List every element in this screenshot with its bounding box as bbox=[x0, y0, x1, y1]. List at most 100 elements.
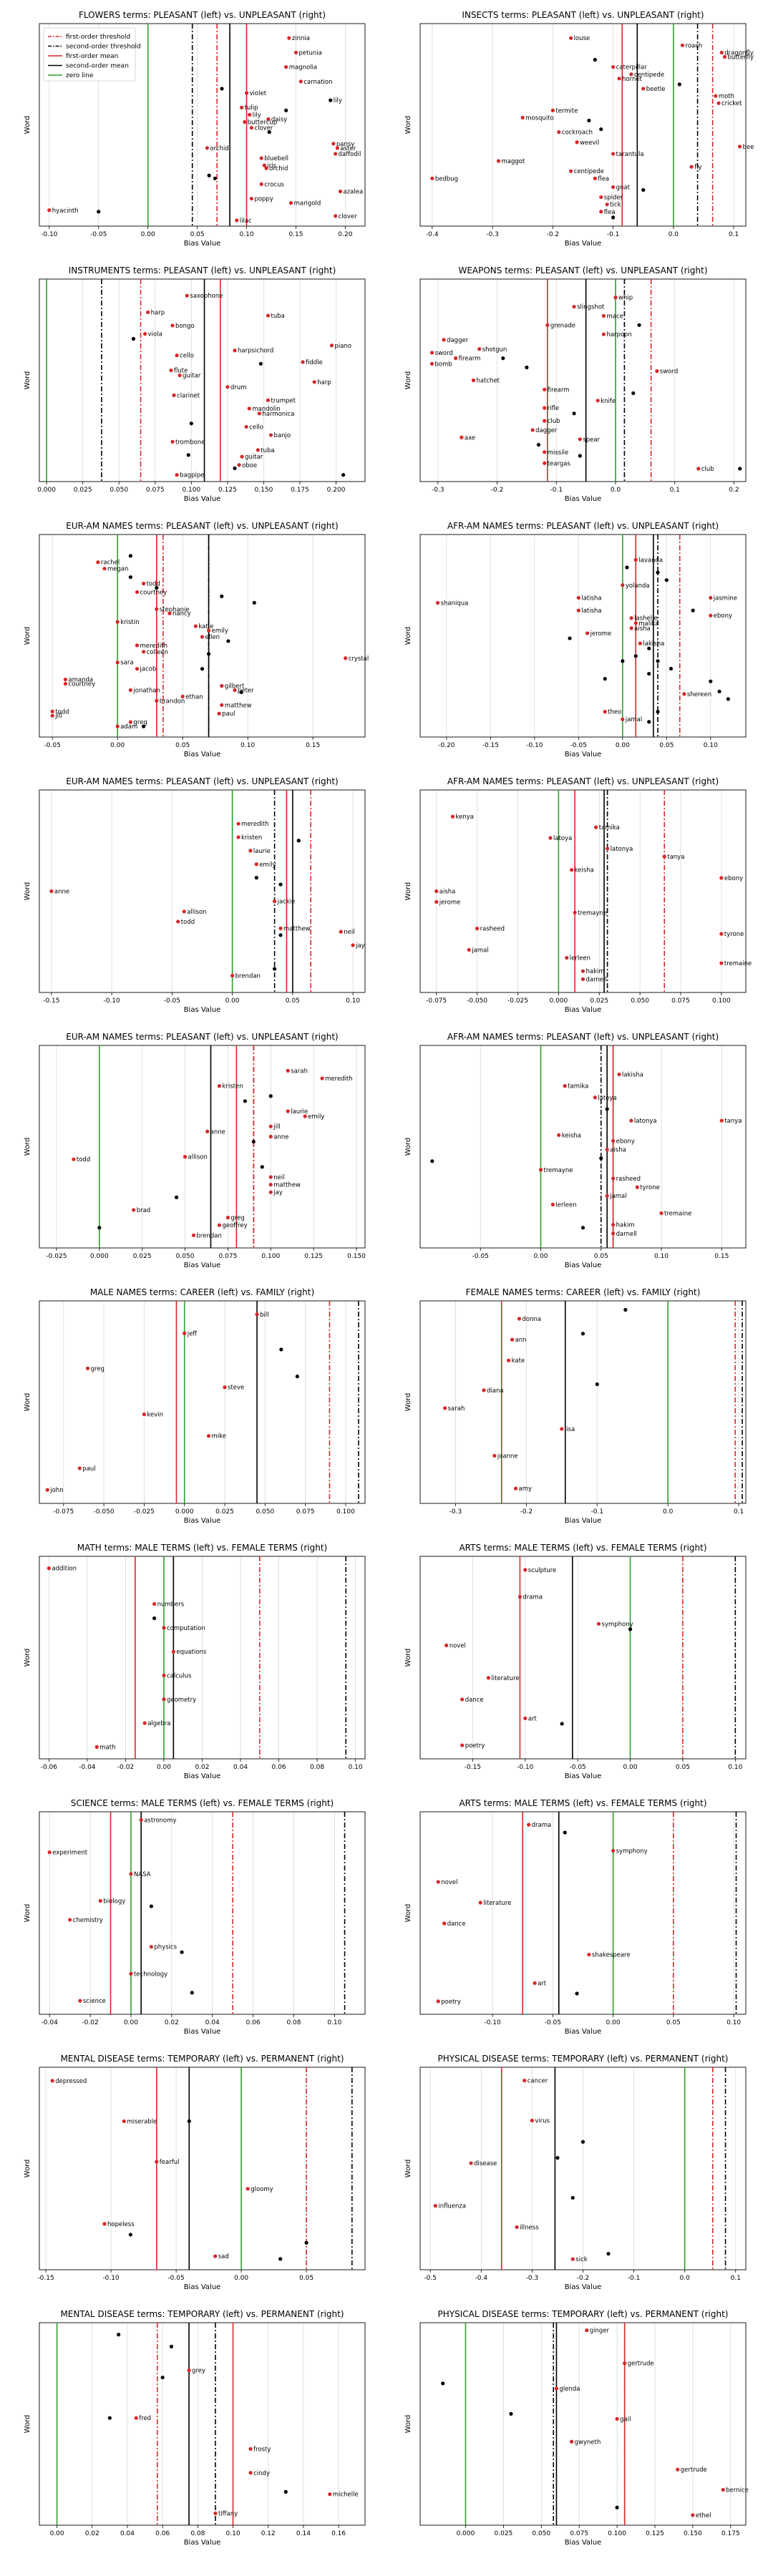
data-point bbox=[647, 671, 651, 676]
data-point bbox=[563, 1084, 567, 1088]
data-point bbox=[244, 91, 249, 95]
data-point bbox=[94, 1745, 99, 1749]
data-point bbox=[615, 2416, 619, 2421]
data-point bbox=[617, 1072, 621, 1077]
plot-frame bbox=[419, 2322, 747, 2526]
data-point bbox=[460, 435, 464, 439]
data-point-label: laurie bbox=[291, 1108, 308, 1116]
data-point bbox=[200, 635, 205, 639]
data-point bbox=[530, 428, 535, 432]
data-point bbox=[257, 411, 261, 416]
x-tick-label: 0.10 bbox=[654, 1253, 669, 1260]
data-point-label: gertrude bbox=[628, 2361, 654, 2368]
data-point bbox=[268, 1134, 273, 1138]
data-point-label: dance bbox=[465, 1697, 484, 1704]
data-point-label: beetle bbox=[646, 86, 666, 93]
data-point-label: clover bbox=[254, 125, 273, 132]
x-tick-label: 0.100 bbox=[712, 997, 731, 1005]
data-point-label: jacob bbox=[140, 666, 157, 673]
data-point bbox=[142, 724, 146, 728]
data-point bbox=[611, 152, 616, 156]
data-point-label: tremaine bbox=[724, 960, 752, 967]
data-point-label: lavanda bbox=[638, 557, 663, 564]
data-point bbox=[611, 185, 616, 190]
data-point bbox=[175, 353, 179, 358]
data-point bbox=[155, 607, 159, 611]
data-point-label: ebony bbox=[724, 875, 743, 882]
x-tick-label: -0.5 bbox=[424, 2275, 437, 2282]
data-point bbox=[641, 87, 646, 91]
data-point bbox=[629, 1118, 633, 1123]
data-point bbox=[578, 437, 582, 441]
x-tick-label: 0.00 bbox=[50, 2530, 64, 2537]
x-tick-label: 0.10 bbox=[327, 2019, 341, 2026]
data-point bbox=[709, 613, 713, 618]
data-point bbox=[605, 203, 609, 207]
data-point bbox=[220, 683, 224, 688]
x-tick-label: 0.04 bbox=[120, 2530, 135, 2537]
data-point bbox=[298, 79, 303, 84]
plot-frame bbox=[39, 278, 366, 482]
x-tick-label: 0.08 bbox=[190, 2530, 205, 2537]
data-point bbox=[517, 1317, 522, 1321]
data-point-label: novel bbox=[441, 1879, 457, 1886]
data-point bbox=[611, 1848, 616, 1853]
legend-entry-label: second-order threshold bbox=[66, 44, 141, 51]
data-point-label: whip bbox=[618, 295, 633, 302]
data-point bbox=[587, 1952, 591, 1957]
data-point-label: teargas bbox=[548, 460, 571, 467]
data-point-label: latisha bbox=[581, 608, 601, 615]
x-tick-label: 0.00 bbox=[141, 231, 155, 238]
data-point bbox=[186, 453, 190, 457]
x-tick-label: 0.150 bbox=[347, 1253, 366, 1260]
data-point-label: ellen bbox=[205, 634, 220, 641]
data-point-label: jasmine bbox=[713, 595, 737, 602]
data-point bbox=[621, 717, 625, 721]
data-point-label: brandon bbox=[160, 698, 185, 705]
data-point-label: greg bbox=[230, 1215, 244, 1222]
data-point bbox=[433, 2204, 437, 2208]
data-point bbox=[510, 1337, 515, 1342]
data-point-label: laurie bbox=[253, 848, 271, 855]
data-point bbox=[496, 159, 501, 163]
data-point bbox=[560, 1722, 564, 1726]
x-tick-label: 0.05 bbox=[190, 231, 205, 238]
data-point-label: lily bbox=[334, 97, 342, 104]
x-tick-label: 0.10 bbox=[728, 1764, 742, 1771]
x-tick-label: 0.05 bbox=[299, 2275, 313, 2282]
data-point bbox=[507, 1358, 511, 1362]
y-axis-label: Word bbox=[404, 1138, 412, 1156]
data-point bbox=[595, 399, 600, 403]
data-point-label: tyrone bbox=[640, 1184, 660, 1191]
x-tick-label: 0.02 bbox=[165, 2019, 179, 2026]
data-point bbox=[573, 910, 577, 914]
data-point bbox=[183, 1155, 188, 1159]
y-axis-label: Word bbox=[24, 882, 31, 901]
data-point bbox=[149, 1945, 154, 1949]
x-axis-label: Bias Value bbox=[184, 2539, 221, 2547]
x-tick-label: 0.0 bbox=[611, 487, 621, 494]
data-point bbox=[555, 2156, 560, 2160]
data-point bbox=[575, 1991, 579, 1996]
data-point bbox=[717, 689, 721, 693]
x-tick-label: 0.06 bbox=[246, 2019, 261, 2026]
data-point-label: latoya bbox=[553, 835, 572, 842]
data-point-label: flute bbox=[174, 368, 188, 375]
data-point bbox=[254, 876, 258, 880]
data-point bbox=[185, 293, 189, 298]
data-point-label: bomb bbox=[435, 361, 452, 368]
data-point-label: lakisha bbox=[622, 1071, 643, 1078]
x-tick-label: -0.05 bbox=[164, 997, 180, 1005]
data-point bbox=[605, 1147, 609, 1152]
y-axis-label: Word bbox=[404, 1904, 412, 1923]
data-point-label: courtney bbox=[68, 681, 95, 688]
data-point bbox=[344, 656, 348, 660]
data-point-label: club bbox=[701, 466, 714, 473]
data-point bbox=[182, 909, 186, 914]
data-point-label: meredith bbox=[241, 821, 269, 828]
data-point-label: magnolia bbox=[289, 64, 317, 72]
y-axis-label: Word bbox=[24, 2415, 31, 2434]
data-point-label: algebra bbox=[147, 1720, 170, 1727]
data-point-label: lisa bbox=[565, 1426, 575, 1433]
data-point-label: orchid bbox=[269, 165, 288, 172]
